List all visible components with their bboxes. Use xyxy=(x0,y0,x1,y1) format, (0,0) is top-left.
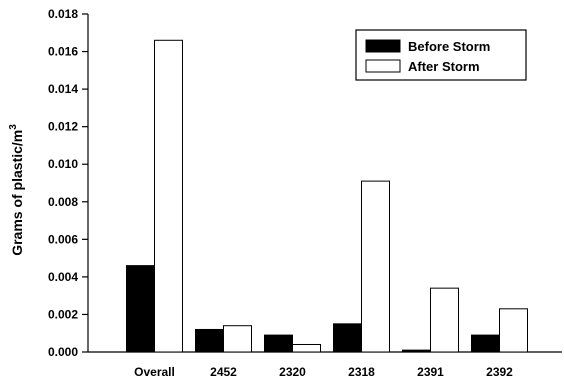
x-tick-label: 2392 xyxy=(486,365,513,379)
y-tick-label: 0.010 xyxy=(48,157,78,171)
legend: Before Storm After Storm xyxy=(355,29,527,81)
plot-area: 0.000 0.002 0.004 0.006 0.008 0.010 0.012 0.014… xyxy=(48,7,562,379)
y-tick-label: 0.016 xyxy=(48,45,78,59)
x-tick-label: 2391 xyxy=(417,365,444,379)
legend-swatch-before-storm xyxy=(365,39,401,53)
legend-label-before-storm: Before Storm xyxy=(408,39,490,54)
x-tick-label: 2320 xyxy=(279,365,306,379)
legend-label-after-storm: After Storm xyxy=(408,59,480,74)
y-axis-ticks: 0.000 0.002 0.004 0.006 0.008 0.010 0.012 0.014… xyxy=(48,7,88,359)
bar-before-storm xyxy=(402,349,431,353)
bar-before-storm xyxy=(471,334,500,353)
x-tick-label: 2318 xyxy=(348,365,375,379)
x-axis-tick-labels: Overall 2452 2320 2318 2391 2392 xyxy=(134,365,513,379)
bar-before-storm xyxy=(333,323,362,353)
y-axis-title-main: Grams of plastic/m xyxy=(9,130,25,256)
y-tick-label: 0.006 xyxy=(48,232,78,246)
bar-after-storm xyxy=(430,287,459,353)
bar-after-storm xyxy=(223,325,252,353)
bar-before-storm xyxy=(195,328,224,353)
y-axis-title: Grams of plastic/m3 xyxy=(8,124,25,256)
bar-after-storm xyxy=(154,39,183,353)
y-tick-label: 0.014 xyxy=(48,82,78,96)
y-tick-label: 0.000 xyxy=(48,345,78,359)
y-axis-title-superscript: 3 xyxy=(8,124,19,130)
bar-after-storm xyxy=(499,308,528,353)
bar-before-storm xyxy=(126,265,155,353)
bar-after-storm xyxy=(361,180,390,353)
y-tick-label: 0.002 xyxy=(48,307,78,321)
y-tick-label: 0.012 xyxy=(48,120,78,134)
y-tick-label: 0.008 xyxy=(48,195,78,209)
x-tick-label: Overall xyxy=(134,365,175,379)
legend-swatch-after-storm xyxy=(365,59,401,73)
y-tick-label: 0.004 xyxy=(48,270,78,284)
bar-before-storm xyxy=(264,334,293,353)
bars xyxy=(126,39,528,353)
bar-after-storm xyxy=(292,343,321,353)
y-tick-label: 0.018 xyxy=(48,7,78,21)
x-tick-label: 2452 xyxy=(210,365,237,379)
